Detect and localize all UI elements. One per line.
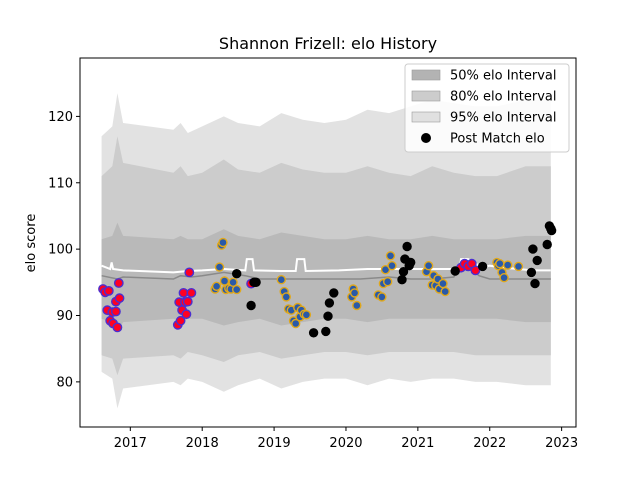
series-blue	[210, 237, 524, 329]
data-point-blue	[383, 277, 393, 287]
mean-elo-line	[101, 258, 551, 274]
legend-swatch	[411, 90, 441, 102]
data-point-blue	[385, 251, 396, 261]
data-point-black	[530, 278, 540, 289]
data-point-blue	[438, 278, 448, 289]
band-50-interval	[101, 222, 551, 333]
legend-label: 95% elo Interval	[450, 111, 557, 126]
y-tick-label: 120	[48, 110, 73, 125]
data-point-black	[246, 300, 256, 311]
data-point-blue	[377, 292, 387, 302]
legend-label: Post Match elo	[450, 132, 545, 147]
y-tick-label: 110	[48, 176, 73, 191]
legend-item: Post Match elo	[421, 132, 545, 147]
data-point-blue	[503, 260, 513, 270]
data-point-red	[113, 278, 124, 288]
chart-title: Shannon Frizell: elo History	[219, 34, 437, 53]
y-tick-label: 100	[48, 243, 73, 258]
data-point-black	[324, 298, 335, 308]
data-point-blue	[211, 281, 222, 291]
series-red	[98, 258, 481, 333]
data-point-red	[112, 322, 123, 333]
series-black	[231, 221, 557, 338]
x-tick-label: 2017	[114, 436, 147, 451]
data-point-red	[103, 285, 114, 296]
data-point-black	[532, 255, 542, 266]
y-axis-label: elo score	[24, 214, 39, 273]
data-point-black	[323, 311, 333, 321]
legend: 50% elo Interval 80% elo Interval 95% elo …	[404, 63, 570, 153]
data-point-blue	[423, 261, 434, 271]
data-point-blue	[380, 265, 391, 275]
legend-item: 95% elo Interval	[411, 111, 557, 126]
data-point-black	[477, 261, 488, 272]
axes-frame	[79, 57, 577, 428]
data-point-black	[528, 244, 538, 254]
median-elo-line	[101, 264, 551, 280]
data-point-red	[182, 296, 193, 307]
x-tick-label: 2020	[329, 436, 362, 451]
data-point-blue	[228, 277, 238, 287]
data-point-black	[450, 266, 460, 276]
data-point-blue	[214, 262, 225, 272]
data-point-red	[184, 267, 195, 278]
plot-area	[98, 93, 557, 409]
data-point-blue	[495, 259, 505, 269]
y-tick-label: 80	[56, 375, 73, 390]
data-point-blue	[352, 300, 362, 311]
data-point-blue	[349, 288, 360, 298]
data-point-black	[542, 239, 552, 250]
data-point-red	[111, 306, 121, 317]
data-point-black	[308, 328, 319, 338]
data-point-black	[398, 267, 409, 277]
data-point-black	[397, 275, 407, 285]
y-tick-label: 90	[56, 309, 73, 324]
data-point-red	[178, 287, 189, 298]
data-point-red	[114, 293, 125, 304]
data-point-black	[402, 241, 412, 252]
data-point-black	[526, 267, 537, 278]
legend-box	[404, 63, 570, 153]
x-tick-label: 2022	[473, 436, 506, 451]
data-point-blue	[387, 261, 397, 271]
data-point-red	[181, 309, 192, 320]
data-point-blue	[499, 273, 509, 283]
data-point-blue	[291, 318, 301, 329]
data-point-black	[406, 257, 416, 268]
legend-item: 80% elo Interval	[411, 90, 557, 105]
data-point-red	[186, 287, 197, 298]
x-tick-label: 2019	[258, 436, 291, 451]
data-point-black	[231, 269, 242, 279]
x-tick-label: 2023	[545, 436, 578, 451]
legend-label: 50% elo Interval	[450, 69, 557, 84]
legend-swatch	[411, 69, 441, 81]
data-point-red	[175, 315, 186, 326]
data-point-blue	[231, 284, 242, 295]
plot-content	[98, 93, 557, 409]
axes: 2017 2018 2019 2020 2021 2022 2023 80 90 100 110 12…	[48, 57, 578, 451]
data-point-blue	[218, 237, 228, 248]
data-point-blue	[276, 275, 286, 285]
data-point-blue	[281, 292, 291, 302]
legend-item: 50% elo Interval	[411, 69, 557, 84]
x-tick-label: 2021	[401, 436, 434, 451]
data-point-blue	[440, 286, 450, 297]
data-point-black	[329, 288, 339, 298]
data-point-red	[470, 265, 481, 276]
data-point-blue	[301, 310, 312, 320]
data-point-blue	[513, 261, 524, 272]
data-point-black	[321, 326, 331, 337]
legend-marker	[421, 133, 431, 143]
legend-label: 80% elo Interval	[450, 90, 557, 105]
data-point-blue	[219, 276, 230, 286]
data-point-black	[546, 225, 557, 236]
x-tick-label: 2018	[186, 436, 219, 451]
data-point-black	[251, 277, 261, 288]
legend-swatch	[411, 111, 441, 123]
